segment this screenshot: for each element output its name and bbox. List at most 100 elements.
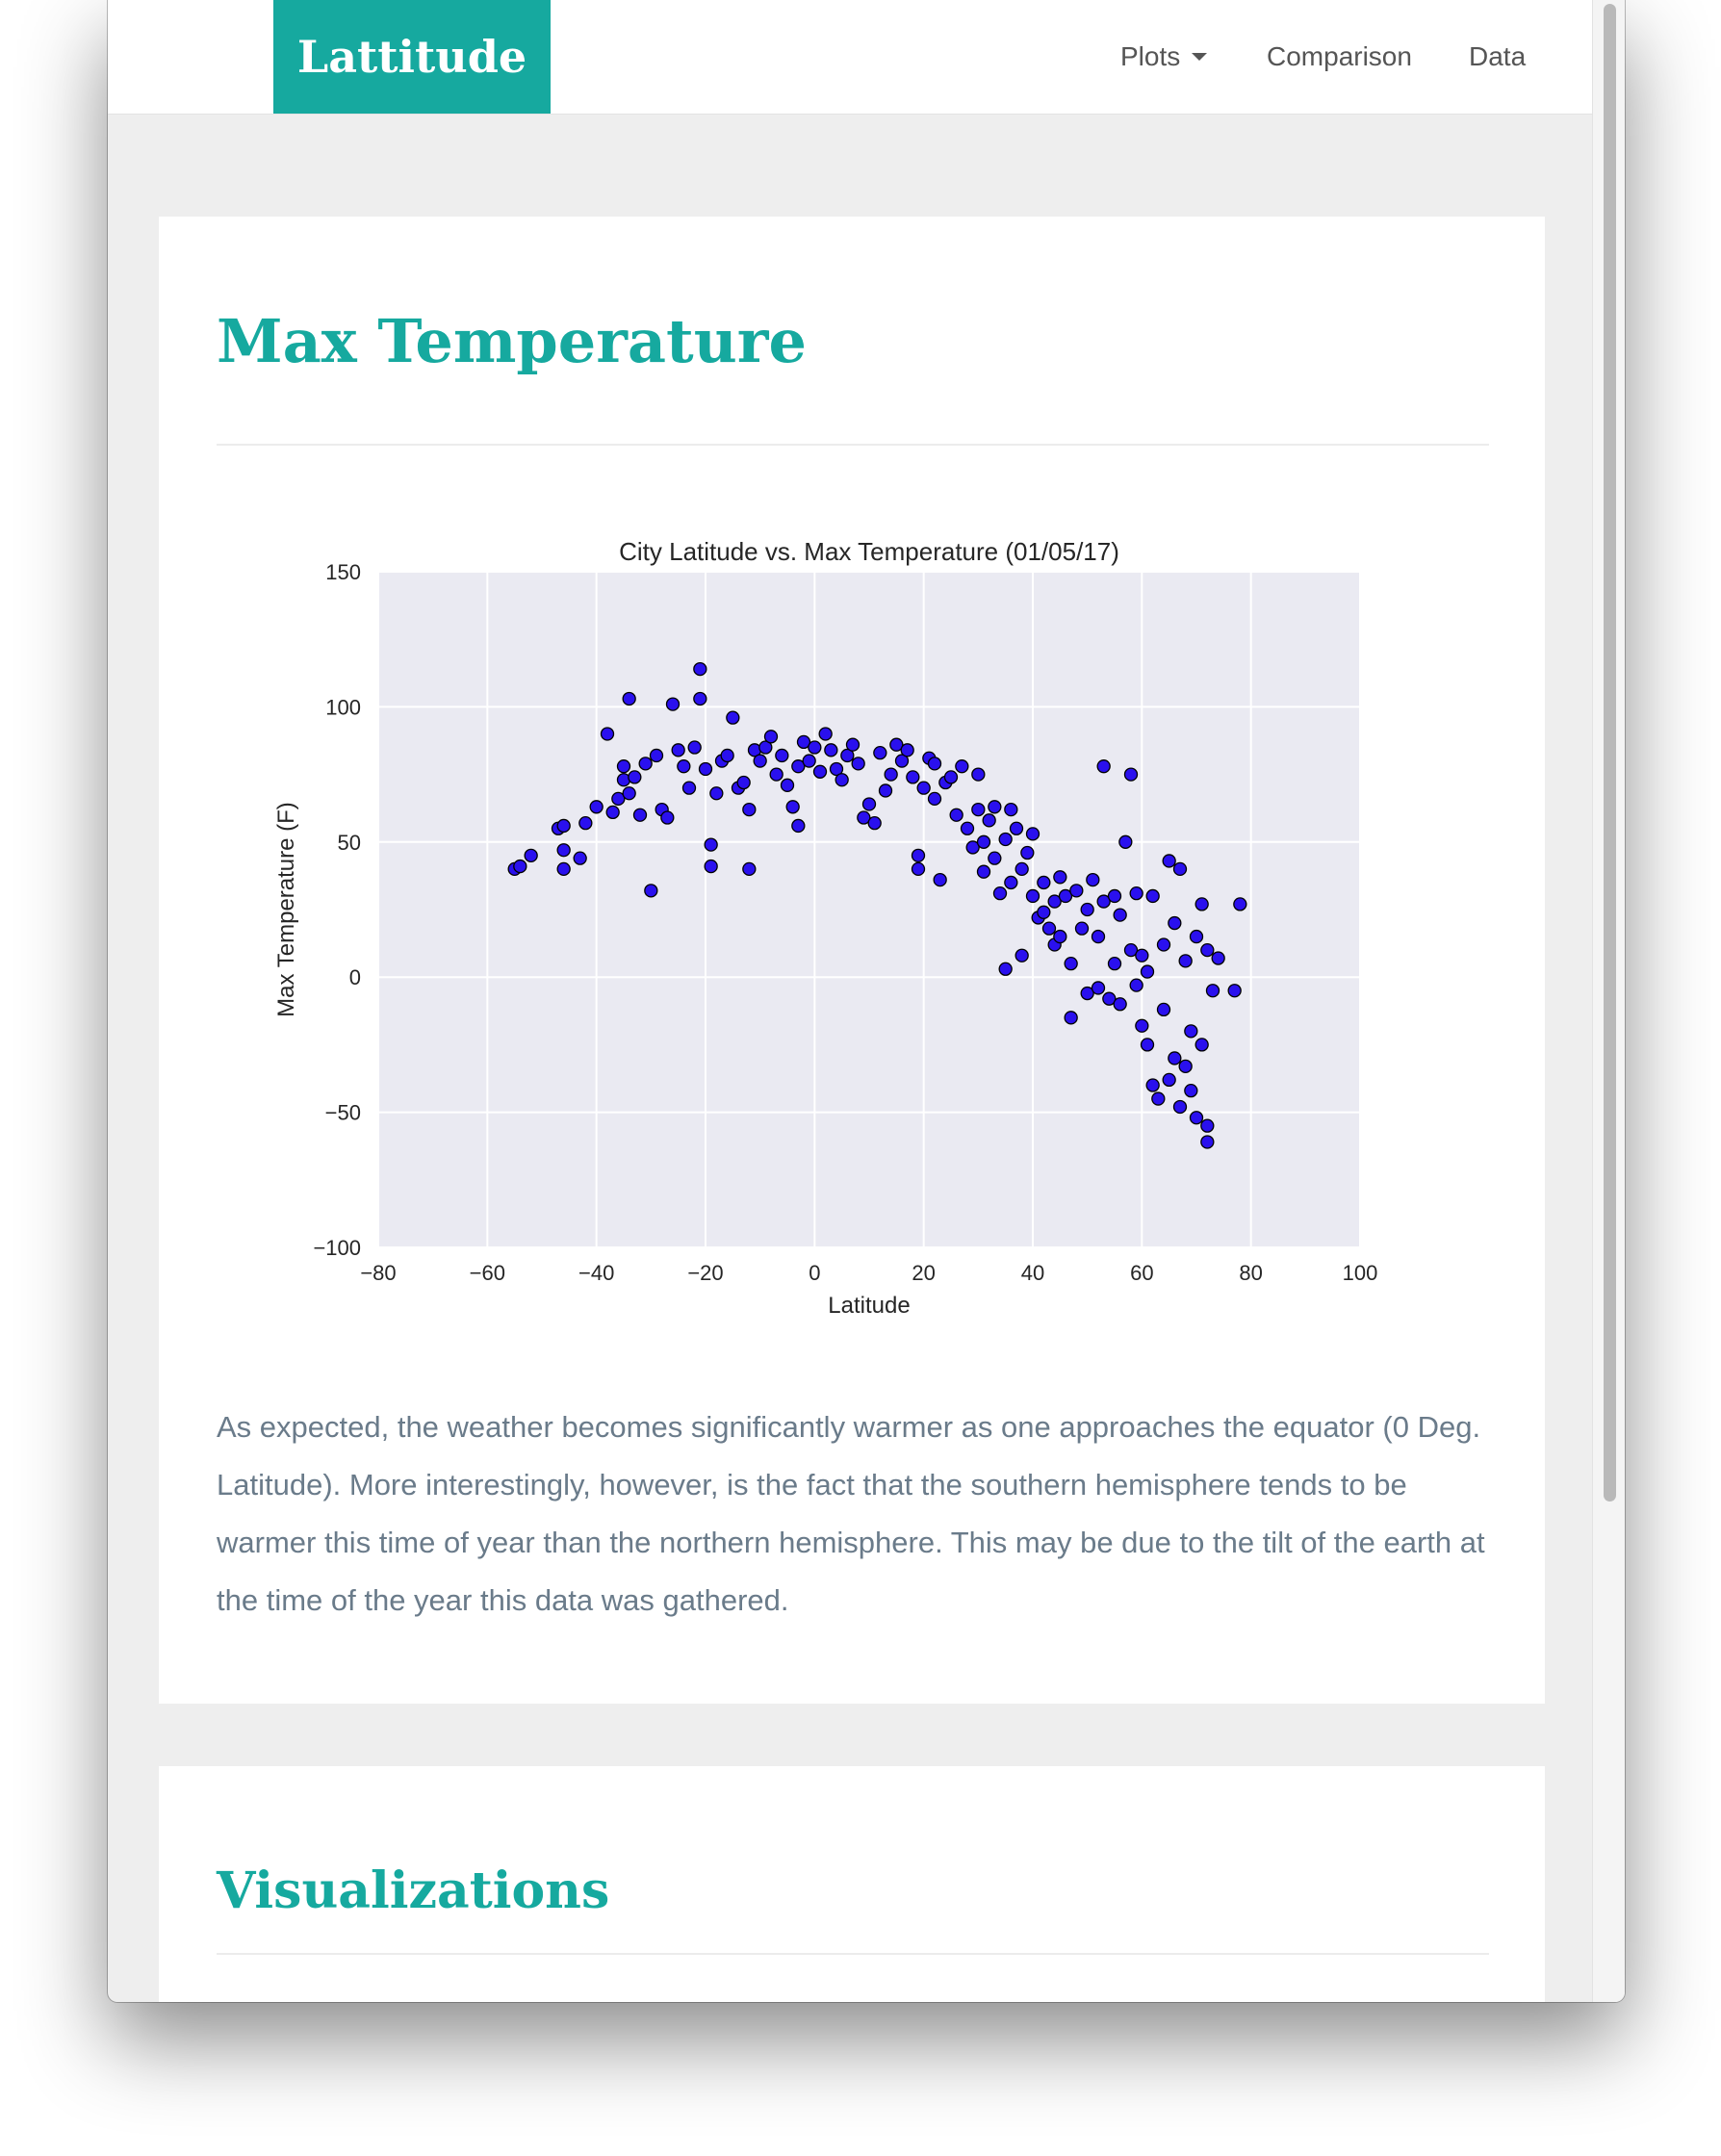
data-point <box>1113 908 1127 922</box>
data-point <box>1118 834 1133 849</box>
data-point <box>1025 827 1040 841</box>
data-point <box>845 737 860 752</box>
nav-data[interactable]: Data <box>1469 41 1527 71</box>
data-point <box>998 962 1013 976</box>
navbar: Lattitude Plots Comparison Data <box>108 0 1593 115</box>
data-point <box>1009 821 1024 835</box>
x-tick-label: 20 <box>912 1261 935 1285</box>
data-point <box>1233 897 1247 911</box>
page-title: Max Temperature <box>217 306 807 376</box>
section-title: Visualizations <box>217 1861 610 1920</box>
description-text: As expected, the weather becomes signifi… <box>217 1410 1485 1617</box>
data-point <box>1129 886 1143 901</box>
data-point <box>1184 1083 1198 1098</box>
data-point <box>1080 902 1094 917</box>
data-point <box>698 761 713 777</box>
data-point <box>1047 894 1062 909</box>
data-point <box>589 800 604 814</box>
data-point <box>600 727 615 741</box>
data-point <box>1004 802 1018 817</box>
x-tick-label: 0 <box>809 1261 820 1285</box>
data-point <box>911 861 926 877</box>
data-point <box>1162 854 1176 868</box>
data-point <box>578 815 593 831</box>
y-tick-label: 150 <box>325 560 361 584</box>
data-point <box>556 843 571 858</box>
data-point <box>943 770 959 784</box>
data-point <box>1069 884 1084 898</box>
y-tick-label: 0 <box>349 965 361 989</box>
data-point <box>681 781 697 795</box>
data-point <box>808 740 822 755</box>
data-point <box>1178 954 1193 968</box>
data-point <box>1172 1099 1188 1115</box>
nav-plots-dropdown[interactable]: Plots <box>1120 0 1208 114</box>
data-point <box>1194 897 1209 911</box>
data-point <box>758 740 773 755</box>
data-point <box>1015 948 1029 962</box>
scrollbar-thumb[interactable] <box>1604 4 1616 1502</box>
x-tick-label: 80 <box>1239 1261 1262 1285</box>
data-point <box>1015 861 1029 877</box>
data-point <box>1168 1051 1182 1065</box>
data-point <box>1194 1038 1209 1052</box>
data-point <box>861 797 877 811</box>
data-point <box>1086 872 1100 887</box>
content-card-max-temperature: Max Temperature −80 −60 −40 −20 0 20 40 60 80 100… <box>159 217 1545 1704</box>
data-point <box>638 757 653 771</box>
data-point <box>1135 1018 1149 1033</box>
data-point <box>1037 875 1051 890</box>
brand-logo[interactable]: Lattitude <box>273 0 551 114</box>
data-point <box>1189 1111 1204 1125</box>
data-point <box>1096 894 1111 909</box>
data-point <box>791 759 806 774</box>
data-point <box>867 815 882 831</box>
nav-comparison[interactable]: Comparison <box>1267 41 1412 71</box>
data-point <box>1096 759 1111 774</box>
data-point <box>1151 1091 1166 1106</box>
data-point <box>622 691 636 706</box>
data-point <box>818 727 833 741</box>
data-point <box>1129 978 1143 992</box>
data-point <box>1156 1002 1171 1017</box>
data-point <box>824 743 838 757</box>
data-point <box>573 851 587 865</box>
x-tick-label: −40 <box>578 1261 614 1285</box>
data-point <box>649 748 664 763</box>
data-point <box>1140 964 1155 979</box>
data-point <box>998 832 1013 847</box>
data-point <box>1020 845 1035 860</box>
y-tick-label: −100 <box>313 1236 361 1260</box>
data-point <box>644 884 658 898</box>
data-point <box>851 757 865 771</box>
data-point <box>1080 986 1094 1001</box>
plot-area <box>378 572 1360 1247</box>
data-point <box>1172 861 1188 877</box>
data-point <box>556 861 571 877</box>
data-point <box>1107 888 1122 904</box>
data-point <box>884 767 898 782</box>
data-point <box>1123 942 1139 958</box>
divider <box>217 1953 1489 1955</box>
data-point <box>1145 888 1160 904</box>
x-tick-label: −80 <box>360 1261 396 1285</box>
data-point <box>1064 1011 1078 1025</box>
chart-title: City Latitude vs. Max Temperature (01/05… <box>619 537 1119 566</box>
data-point <box>611 791 626 807</box>
x-tick-label: −20 <box>687 1261 723 1285</box>
data-point <box>796 734 811 750</box>
data-point <box>660 810 675 825</box>
data-point <box>524 848 538 862</box>
data-point <box>1145 1078 1160 1092</box>
data-point <box>982 813 996 828</box>
data-point <box>1123 767 1139 782</box>
data-point <box>632 808 648 822</box>
data-point <box>1074 921 1090 936</box>
data-point <box>556 818 571 834</box>
x-tick-label: 60 <box>1130 1261 1153 1285</box>
data-point <box>916 781 931 795</box>
data-point <box>802 754 816 768</box>
data-point <box>1200 1118 1215 1133</box>
scrollbar[interactable] <box>1592 0 1625 2002</box>
data-point <box>785 800 800 814</box>
